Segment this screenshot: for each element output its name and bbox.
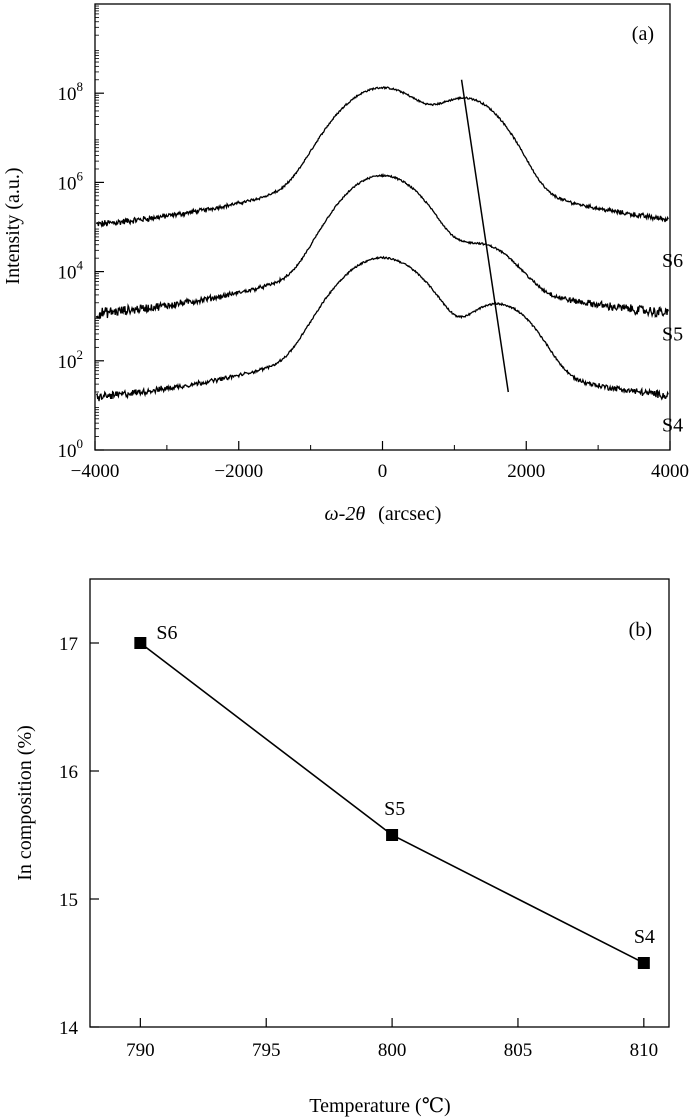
data-point-s4 <box>637 957 650 969</box>
panel-a-x-ticks: −4000 −2000 0 2000 4000 <box>71 441 689 482</box>
data-point-label-s4: S4 <box>634 926 655 948</box>
panel-a-y-ticks: 100 102 104 106 108 <box>58 5 104 462</box>
panel-b-y-tick-label: 15 <box>59 890 78 911</box>
panel-b-x-tick-label: 800 <box>378 1040 407 1061</box>
panel-a-y-tick-label: 102 <box>58 347 84 373</box>
panel-a-y-tick-label: 104 <box>58 258 84 284</box>
data-point-s5 <box>386 829 399 841</box>
panel-b-x-ticks: 790 795 800 805 810 <box>126 1018 658 1061</box>
panel-a-y-tick-label: 100 <box>58 436 84 462</box>
panel-a-x-axis-variable: ω-2θ <box>325 503 366 525</box>
panel-a-x-axis-unit: (arcsec) <box>378 503 441 525</box>
panel-b-x-tick-label: 790 <box>126 1040 155 1061</box>
panel-a-label: (a) <box>632 23 654 45</box>
panel-b-x-axis-label: Temperature (℃) <box>309 1095 450 1117</box>
panel-b-composition-chart: S6 S5 S4 790 795 800 805 810 14 15 16 17 (b) Temp… <box>14 578 670 1117</box>
panel-b-y-ticks: 14 15 16 17 <box>59 634 99 1039</box>
panel-b-y-axis-label: In composition (%) <box>14 725 36 881</box>
spectrum-curve-s4 <box>95 255 669 402</box>
data-point-s6 <box>134 637 147 649</box>
data-point-label-s6: S6 <box>156 622 177 644</box>
panel-b-label: (b) <box>629 619 652 641</box>
panel-a-y-tick-label: 106 <box>58 168 84 194</box>
panel-a-x-tick-label: 4000 <box>651 461 689 482</box>
panel-a-x-tick-label: −2000 <box>214 461 263 482</box>
panel-a-y-axis-label: Intensity (a.u.) <box>2 167 24 284</box>
data-point-label-s5: S5 <box>384 798 405 820</box>
panel-b-x-tick-label: 805 <box>504 1040 533 1061</box>
peak-shift-guide-line <box>460 79 510 393</box>
panel-a-x-axis-label: ω-2θ (arcsec) <box>325 503 442 525</box>
spectrum-label-s6: S6 <box>662 250 683 272</box>
panel-a-x-tick-label: −4000 <box>71 461 120 482</box>
panel-b-plot-frame <box>89 578 670 1028</box>
panel-b-y-tick-label: 17 <box>59 634 78 655</box>
panel-b-x-tick-label: 795 <box>252 1040 281 1061</box>
panel-b-x-tick-label: 810 <box>630 1040 659 1061</box>
panel-a-y-tick-label: 108 <box>58 79 84 105</box>
panel-a-x-tick-label: 0 <box>378 461 388 482</box>
panel-b-y-tick-label: 16 <box>59 762 78 783</box>
panel-a-x-tick-label: 2000 <box>507 461 545 482</box>
spectrum-label-s5: S5 <box>662 324 683 346</box>
panel-a-spectra: S6 S5 S4 <box>95 79 683 437</box>
panel-b-y-tick-label: 14 <box>59 1018 79 1039</box>
spectrum-curve-s6 <box>95 86 669 228</box>
panel-b-series: S6 S5 S4 <box>134 622 655 969</box>
spectrum-label-s4: S4 <box>662 415 683 437</box>
spectrum-curve-s5 <box>95 172 669 320</box>
